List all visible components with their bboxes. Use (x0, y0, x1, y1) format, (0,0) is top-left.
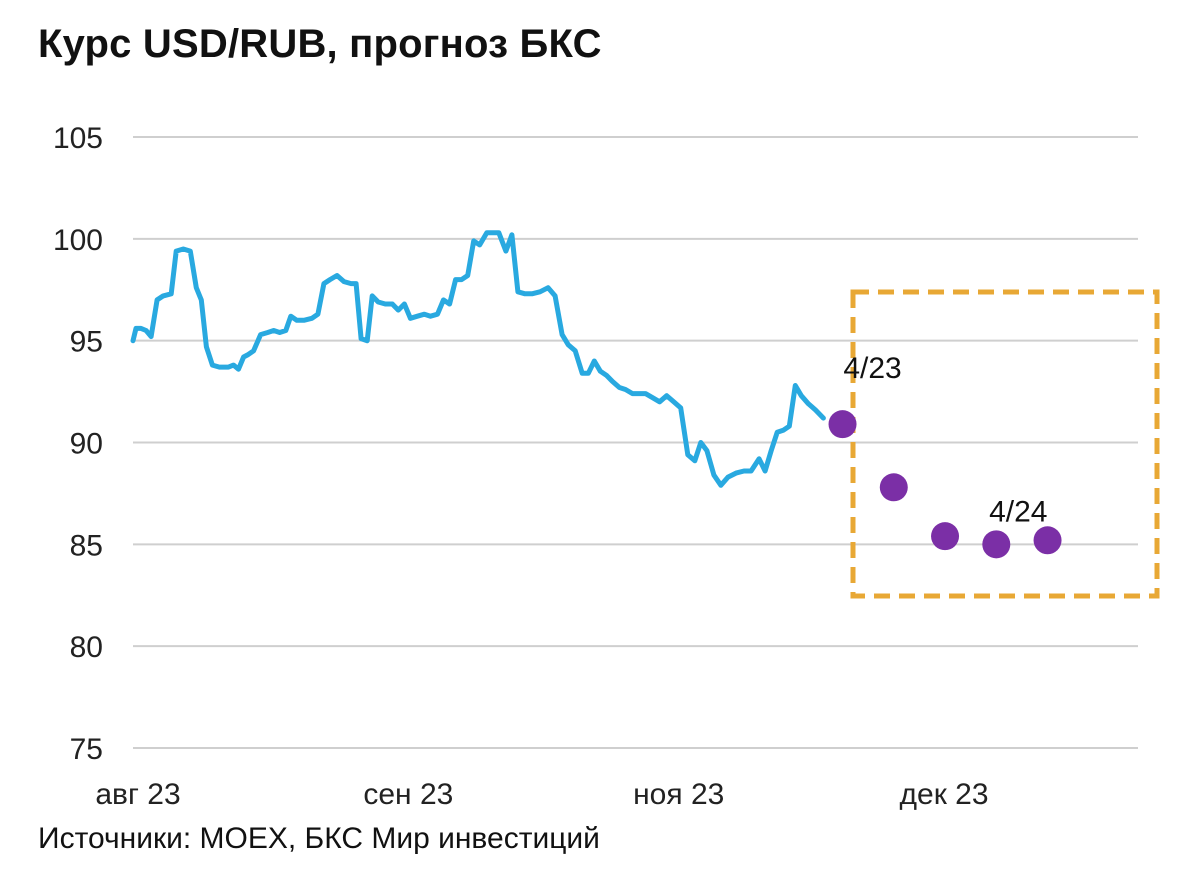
y-tick-label: 80 (70, 631, 103, 664)
x-axis-ticks: авг 23 сен 23 ноя 23 дек 23 (95, 778, 988, 811)
x-tick-label: авг 23 (95, 778, 180, 811)
forecast-points (828, 410, 1062, 559)
forecast-point-0 (828, 410, 857, 439)
history-line (130, 230, 826, 488)
annotations: 4/23 4/24 (843, 352, 1047, 528)
y-tick-label: 105 (53, 122, 103, 155)
annotation-label: 4/24 (989, 495, 1047, 528)
source-note: Источники: MOEX, БКС Мир инвестиций (38, 822, 600, 855)
annotation-label: 4/23 (843, 352, 901, 385)
forecast-point-2 (931, 522, 960, 551)
y-tick-label: 90 (70, 428, 103, 461)
y-axis-ticks: 105 100 95 90 85 80 75 (53, 122, 103, 766)
forecast-point-4 (1033, 526, 1062, 555)
forecast-point-3 (982, 530, 1011, 559)
chart-title: Курс USD/RUB, прогноз БКС (38, 22, 602, 66)
x-tick-label: дек 23 (900, 778, 989, 811)
y-tick-label: 85 (70, 529, 103, 562)
x-tick-label: сен 23 (363, 778, 453, 811)
y-tick-label: 75 (70, 733, 103, 766)
forecast-point-1 (879, 473, 908, 502)
grid-lines (133, 136, 1138, 749)
y-tick-label: 100 (53, 224, 103, 257)
x-tick-label: ноя 23 (633, 778, 724, 811)
forecast-highlight-box (850, 289, 1160, 599)
y-tick-label: 95 (70, 326, 103, 359)
